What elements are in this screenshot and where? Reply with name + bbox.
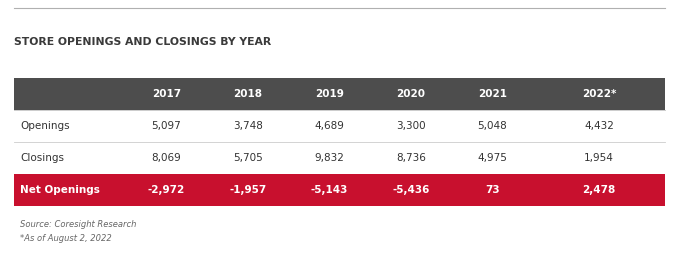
- Text: 4,432: 4,432: [585, 121, 614, 131]
- Text: -5,436: -5,436: [392, 185, 430, 195]
- Text: 5,048: 5,048: [477, 121, 507, 131]
- Text: Closings: Closings: [20, 153, 65, 163]
- Text: 2020: 2020: [397, 89, 425, 99]
- Text: 2022*: 2022*: [582, 89, 617, 99]
- Text: 5,705: 5,705: [233, 153, 263, 163]
- Text: *As of August 2, 2022: *As of August 2, 2022: [20, 234, 112, 243]
- Text: -5,143: -5,143: [310, 185, 348, 195]
- Text: 8,069: 8,069: [151, 153, 181, 163]
- Text: 2017: 2017: [152, 89, 181, 99]
- Text: 3,748: 3,748: [233, 121, 263, 131]
- Text: 2,478: 2,478: [583, 185, 616, 195]
- Text: Openings: Openings: [20, 121, 70, 131]
- Text: 4,689: 4,689: [314, 121, 344, 131]
- Text: STORE OPENINGS AND CLOSINGS BY YEAR: STORE OPENINGS AND CLOSINGS BY YEAR: [14, 37, 271, 47]
- Text: 2018: 2018: [234, 89, 262, 99]
- Text: 2021: 2021: [478, 89, 507, 99]
- Text: 4,975: 4,975: [477, 153, 507, 163]
- Text: 73: 73: [485, 185, 500, 195]
- Text: 3,300: 3,300: [396, 121, 426, 131]
- Text: 8,736: 8,736: [396, 153, 426, 163]
- Text: 9,832: 9,832: [314, 153, 344, 163]
- Text: -1,957: -1,957: [230, 185, 266, 195]
- Text: 5,097: 5,097: [151, 121, 181, 131]
- Text: Net Openings: Net Openings: [20, 185, 100, 195]
- Text: 2019: 2019: [315, 89, 344, 99]
- Text: -2,972: -2,972: [148, 185, 185, 195]
- Text: 1,954: 1,954: [585, 153, 614, 163]
- Text: Source: Coresight Research: Source: Coresight Research: [20, 220, 136, 229]
